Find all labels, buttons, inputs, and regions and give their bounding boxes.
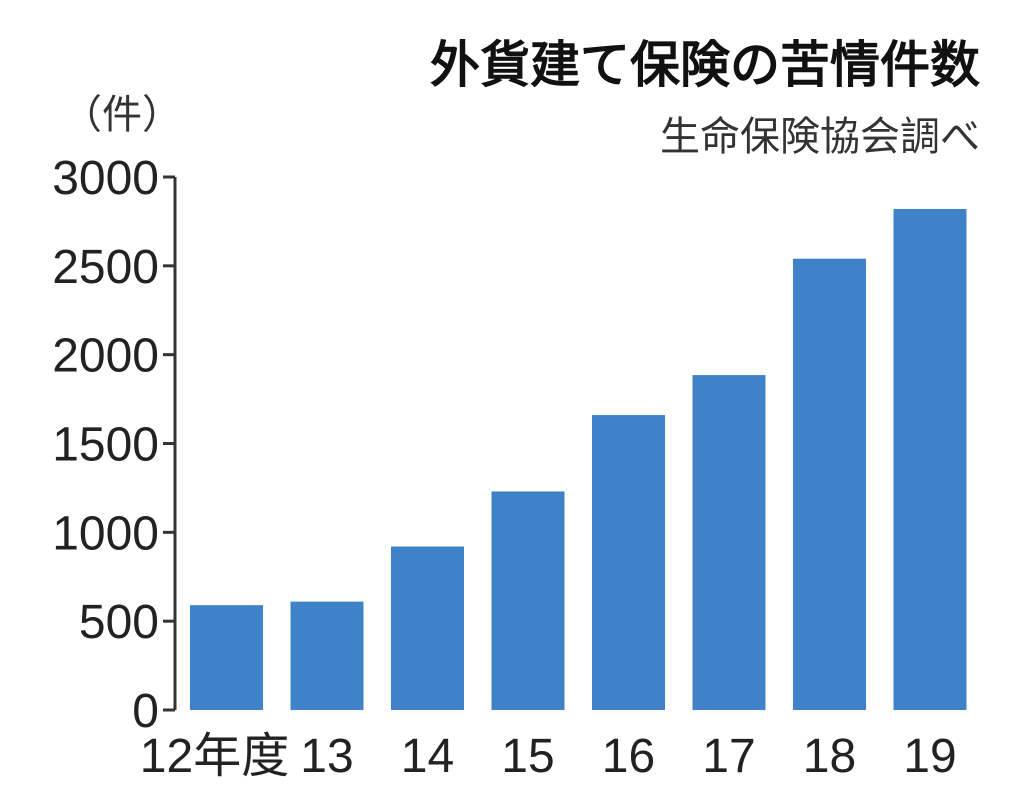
x-tick-label: 15 (501, 730, 554, 783)
bar (793, 258, 866, 710)
bar (391, 546, 464, 710)
y-tick-label: 2500 (52, 241, 159, 294)
chart-title: 外貨建て保険の苦情件数 (430, 36, 980, 94)
y-tick-label: 1500 (52, 419, 159, 472)
bar (290, 601, 364, 710)
y-tick-label: 3000 (52, 152, 159, 205)
x-tick-label: 19 (903, 730, 956, 783)
bars (190, 208, 967, 711)
y-axis-ticks: 0 500 1000 1500 2000 2500 3000 (52, 152, 175, 738)
bar (190, 605, 263, 710)
bar (893, 208, 967, 711)
bar (491, 491, 565, 710)
x-tick-label: 14 (401, 730, 454, 783)
x-tick-label: 18 (803, 730, 856, 783)
x-tick-label: 17 (702, 730, 755, 783)
x-tick-label: 13 (300, 730, 353, 783)
chart-source: 生命保険協会調べ (660, 114, 980, 160)
y-tick-label: 500 (79, 596, 159, 649)
bar (592, 415, 665, 710)
x-tick-label: 16 (602, 730, 655, 783)
x-axis-ticks: 12年度 13 14 15 16 17 18 19 (140, 730, 957, 783)
y-tick-label: 1000 (52, 507, 159, 560)
y-tick-label: 2000 (52, 330, 159, 383)
x-tick-label: 12年度 (140, 730, 289, 783)
bar (692, 375, 766, 710)
y-tick-label: 0 (132, 685, 159, 738)
y-axis-unit-label: （件） (62, 92, 182, 138)
